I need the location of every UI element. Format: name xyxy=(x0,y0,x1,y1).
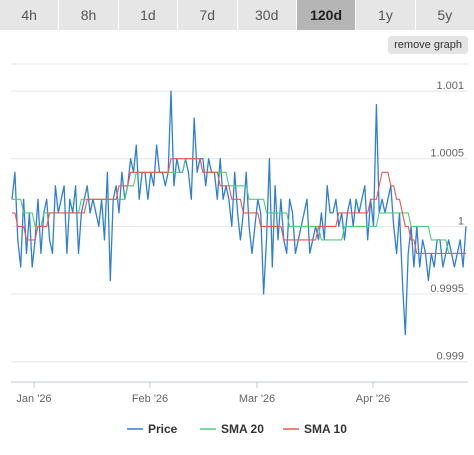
tab-7d[interactable]: 7d xyxy=(178,0,238,30)
tab-1y[interactable]: 1y xyxy=(356,0,416,30)
remove-graph-button[interactable]: remove graph xyxy=(388,36,468,54)
x-tick-label: Apr '26 xyxy=(356,393,391,405)
legend-item-sma-10[interactable]: SMA 10 xyxy=(283,422,347,436)
x-tick-label: Jan '26 xyxy=(16,393,51,405)
legend-label: Price xyxy=(148,422,178,436)
chart-legend: Price SMA 20 SMA 10 xyxy=(127,422,347,436)
timeframe-tabs: 4h 8h 1d 7d 30d 120d 1y 5y xyxy=(0,0,474,30)
tab-1d[interactable]: 1d xyxy=(119,0,179,30)
chart-series xyxy=(11,90,467,336)
series-line-sma-10 xyxy=(12,158,466,254)
legend-item-sma-20[interactable]: SMA 20 xyxy=(200,422,264,436)
y-tick-label: 0.9995 xyxy=(430,283,464,295)
y-tick-label: 0.999 xyxy=(436,351,464,363)
x-tick-label: Mar '26 xyxy=(239,393,275,405)
y-tick-label: 1.0005 xyxy=(430,148,464,160)
y-axis-ticks: 0.999 0.9995 1 1.0005 1.001 xyxy=(430,80,464,363)
legend-label: SMA 20 xyxy=(221,422,264,436)
legend-label: SMA 10 xyxy=(304,422,347,436)
x-axis: Jan '26 Feb '26 Mar '26 Apr '26 xyxy=(11,381,468,405)
x-tick-label: Feb '26 xyxy=(132,393,168,405)
tab-5y[interactable]: 5y xyxy=(437,7,453,23)
tab-120d[interactable]: 120d xyxy=(296,0,357,30)
y-tick-label: 1 xyxy=(458,215,464,227)
tab-30d[interactable]: 30d xyxy=(238,0,297,30)
tab-4h[interactable]: 4h xyxy=(0,0,60,30)
y-tick-label: 1.001 xyxy=(436,80,464,92)
legend-item-price[interactable]: Price xyxy=(127,422,178,436)
tab-8h[interactable]: 8h xyxy=(59,0,119,30)
series-line-price xyxy=(11,90,467,336)
